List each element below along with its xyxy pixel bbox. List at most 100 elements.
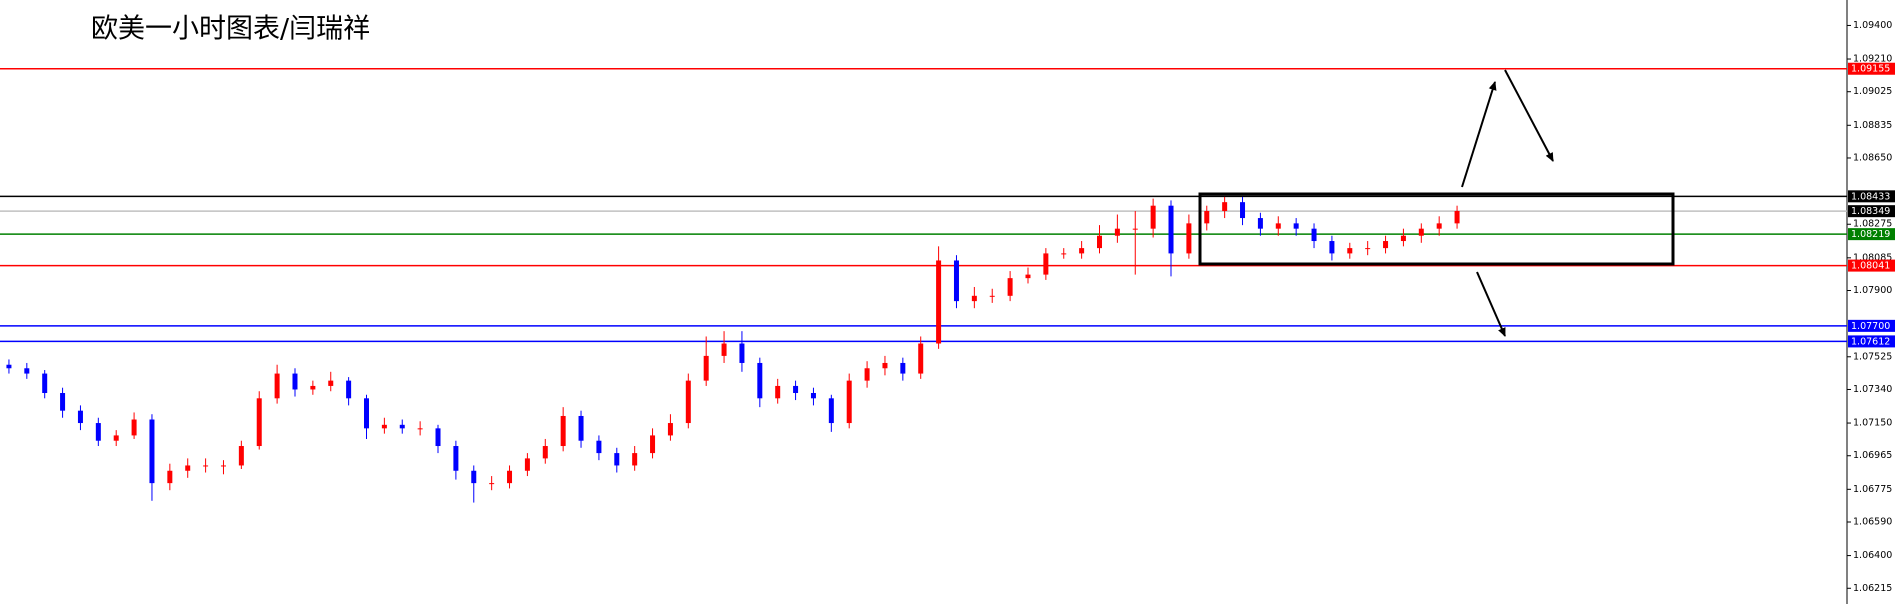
candle-body [113, 435, 119, 441]
candle-body [42, 373, 48, 394]
candle-body [220, 465, 226, 467]
candle-body [918, 343, 924, 374]
candle-body [435, 428, 441, 447]
level-label: 1.08219 [1851, 229, 1890, 240]
y-tick-label: 1.06590 [1853, 517, 1892, 528]
candle-body [1275, 223, 1281, 229]
level-label: 1.09155 [1851, 64, 1890, 75]
candle-body [507, 470, 513, 484]
y-tick-label: 1.06400 [1853, 550, 1892, 561]
level-label: 1.08349 [1851, 206, 1890, 217]
candle-body [953, 260, 959, 302]
candle-body [882, 362, 888, 369]
level-label-bg [1848, 205, 1895, 218]
candle-body [1454, 210, 1460, 224]
candle-body [471, 470, 477, 484]
candle-body [1293, 223, 1299, 229]
candle-body [453, 446, 459, 471]
candle-body [310, 385, 316, 390]
candle-body [810, 393, 816, 399]
candle-body [1097, 235, 1102, 249]
candle-body [1311, 228, 1317, 242]
candle-body [971, 295, 977, 302]
candle-body [149, 419, 155, 484]
level-label-bg [1848, 62, 1895, 75]
level-label: 1.07612 [1851, 336, 1890, 347]
candle-body [685, 380, 691, 424]
candle-body [1222, 202, 1228, 211]
candle-body [560, 415, 566, 447]
candle-body [1329, 241, 1335, 254]
y-tick-label: 1.07150 [1853, 418, 1892, 429]
candle-body [185, 465, 191, 471]
level-label: 1.08041 [1851, 261, 1890, 272]
y-tick-label: 1.06965 [1853, 450, 1892, 461]
level-label-bg [1848, 190, 1895, 203]
candle-body [1079, 248, 1085, 254]
candle-body [900, 362, 906, 374]
candle-body [721, 343, 727, 356]
candle-body [328, 380, 334, 386]
candle-body [167, 470, 173, 484]
y-tick-label: 1.06215 [1853, 583, 1892, 594]
candle-body [1383, 241, 1389, 249]
level-label: 1.08433 [1851, 191, 1890, 202]
candle-body [793, 385, 799, 394]
candle-body [739, 343, 745, 363]
candle-body [667, 423, 673, 436]
candle-body [1204, 210, 1210, 224]
candle-body [381, 424, 387, 429]
y-tick-label: 1.08275 [1853, 219, 1892, 230]
candle-body [864, 368, 870, 381]
y-tick-label: 1.09400 [1853, 20, 1892, 31]
candle-body [632, 453, 638, 466]
candle-body [399, 424, 405, 429]
candle-body [203, 465, 209, 467]
y-tick-label: 1.07900 [1853, 285, 1892, 296]
candle-body [1418, 228, 1424, 236]
candle-body [1114, 228, 1120, 236]
level-label-bg [1848, 319, 1895, 332]
candle-body [292, 373, 298, 390]
candle-body [936, 260, 942, 344]
level-label: 1.07700 [1851, 321, 1890, 332]
candle-body [1400, 235, 1406, 242]
y-tick-label: 1.08085 [1853, 252, 1892, 263]
arrow-up [1461, 81, 1497, 188]
candle-body [95, 423, 101, 441]
candle-body [1436, 223, 1442, 229]
candle-body [1257, 218, 1263, 229]
arrow-down-break [1476, 271, 1506, 337]
candle-body [1043, 253, 1049, 275]
candle-body [596, 440, 602, 454]
candle-body [417, 428, 423, 430]
arrow-down [1504, 69, 1554, 162]
candle-body [1007, 278, 1013, 296]
candle-body [1365, 248, 1371, 250]
y-tick-label: 1.07525 [1853, 351, 1892, 362]
candle-body [364, 398, 369, 429]
y-tick-label: 1.07340 [1853, 384, 1892, 395]
candle-body [1186, 223, 1192, 254]
candle-body [1347, 248, 1353, 254]
candle-body [828, 398, 834, 424]
candle-body [542, 446, 548, 459]
y-tick-label: 1.09025 [1853, 86, 1892, 97]
candle-body [60, 393, 66, 411]
y-tick-label: 1.09210 [1853, 54, 1892, 65]
candle-body [703, 355, 709, 381]
level-label-bg [1848, 335, 1895, 348]
candle-body [131, 419, 137, 436]
candle-body [775, 385, 781, 399]
candle-body [578, 415, 584, 441]
candle-body [846, 380, 852, 424]
chart-title: 欧美一小时图表/闫瑞祥 [91, 14, 370, 45]
candle-body [1132, 228, 1138, 230]
candle-body [256, 398, 262, 447]
candle-body [1061, 253, 1067, 255]
candle-body [1025, 274, 1031, 279]
candle-body [274, 373, 280, 399]
candle-body [489, 483, 495, 485]
y-tick-label: 1.08650 [1853, 152, 1892, 163]
